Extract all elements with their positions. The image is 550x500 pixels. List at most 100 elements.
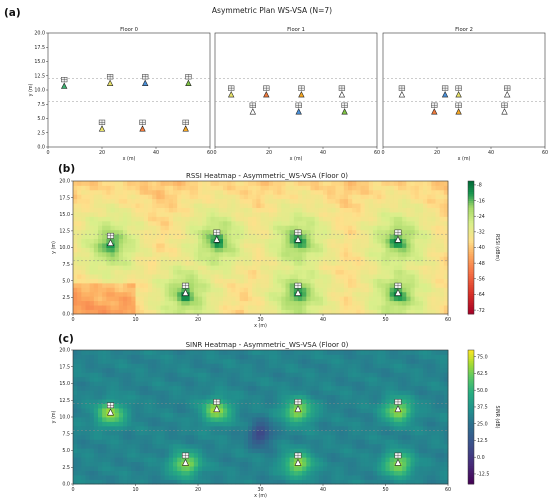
heatmap-cell: [227, 251, 232, 257]
heatmap-cell: [352, 212, 357, 217]
heatmap-cell: [85, 225, 91, 231]
heatmap-cell: [318, 207, 324, 213]
heatmap-cell: [277, 466, 282, 471]
heatmap-cell: [248, 403, 253, 409]
heatmap-cell: [402, 212, 407, 217]
heatmap-cell: [268, 461, 274, 467]
heatmap-cell: [185, 296, 191, 302]
heatmap-cell: [243, 470, 249, 476]
heatmap-cell: [285, 443, 291, 449]
heatmap-cell: [285, 287, 291, 293]
heatmap-cell: [139, 287, 145, 293]
heatmap-cell: [193, 461, 199, 467]
heatmap-cell: [339, 381, 345, 387]
heatmap-cell: [73, 238, 78, 244]
heatmap-cell: [81, 287, 86, 293]
heatmap-cell: [360, 260, 366, 266]
heatmap-cell: [214, 430, 220, 436]
heatmap-cell: [285, 305, 291, 310]
heatmap-cell: [227, 256, 232, 262]
heatmap-cell: [331, 207, 336, 213]
heatmap-cell: [306, 376, 311, 382]
heatmap-cell: [352, 247, 357, 253]
heatmap-cell: [314, 363, 320, 369]
heatmap-cell: [443, 198, 449, 204]
heatmap-cell: [202, 475, 207, 480]
heatmap-cell: [135, 309, 141, 315]
heatmap-cell: [248, 251, 253, 257]
ap-triangle: [139, 125, 146, 132]
heatmap-cell: [139, 358, 145, 364]
heatmap-cell: [414, 225, 420, 231]
colorbar-segment: [468, 220, 474, 224]
heatmap-cell: [143, 278, 149, 284]
heatmap-cell: [223, 479, 228, 485]
heatmap-cell: [185, 394, 191, 400]
heatmap-cell: [339, 350, 345, 355]
heatmap-cell: [143, 417, 149, 422]
heatmap-cell: [202, 278, 207, 284]
heatmap-cell: [443, 247, 449, 253]
heatmap-cell: [164, 367, 170, 373]
heatmap-cell: [102, 181, 107, 186]
heatmap-cell: [135, 296, 141, 302]
heatmap-cell: [264, 189, 270, 195]
heatmap-cell: [235, 207, 241, 213]
heatmap-cell: [73, 381, 78, 387]
heatmap-cell: [164, 203, 170, 208]
heatmap-cell: [85, 194, 91, 200]
heatmap-cell: [439, 203, 445, 208]
heatmap-cell: [310, 408, 316, 413]
heatmap-cell: [173, 434, 178, 440]
heatmap-cell: [77, 278, 82, 284]
heatmap-cell: [327, 189, 332, 195]
heatmap-cell: [223, 350, 228, 355]
heatmap-cell: [73, 470, 78, 476]
heatmap-cell: [431, 212, 436, 217]
heatmap-cell: [202, 194, 207, 200]
heatmap-cell: [331, 394, 336, 400]
heatmap-cell: [77, 385, 82, 391]
heatmap-cell: [93, 296, 99, 302]
heatmap-cell: [360, 189, 366, 195]
heatmap-cell: [102, 269, 107, 275]
heatmap-cell: [152, 300, 157, 306]
heatmap-cell: [314, 282, 320, 288]
heatmap-cell: [123, 367, 128, 373]
heatmap-cell: [348, 243, 353, 248]
heatmap-cell: [231, 207, 236, 213]
heatmap-cell: [277, 216, 282, 222]
heatmap-cell: [202, 282, 207, 288]
y-tick-label: 17.5: [59, 195, 70, 201]
heatmap-cell: [256, 390, 261, 396]
heatmap-cell: [418, 225, 424, 231]
heatmap-cell: [310, 287, 316, 293]
heatmap-cell: [231, 412, 236, 418]
heatmap-cell: [223, 216, 228, 222]
heatmap-cell: [127, 198, 132, 204]
heatmap-cell: [302, 461, 307, 467]
heatmap-cell: [385, 247, 391, 253]
heatmap-cell: [243, 185, 249, 191]
heatmap-cell: [273, 291, 278, 297]
heatmap-cell: [156, 300, 161, 306]
heatmap-cell: [439, 207, 445, 213]
heatmap-cell: [260, 452, 266, 458]
heatmap-cell: [127, 475, 132, 480]
heatmap-cell: [256, 229, 261, 235]
heatmap-cell: [310, 461, 316, 467]
heatmap-cell: [289, 251, 295, 257]
heatmap-cell: [331, 185, 336, 191]
heatmap-cell: [185, 448, 191, 454]
heatmap-cell: [206, 181, 211, 186]
heatmap-cell: [148, 282, 153, 288]
heatmap-cell: [393, 305, 399, 310]
heatmap-cell: [77, 394, 82, 400]
heatmap-cell: [85, 408, 91, 413]
heatmap-cell: [331, 461, 336, 467]
heatmap-cell: [81, 238, 86, 244]
heatmap-cell: [418, 234, 424, 240]
heatmap-cell: [193, 457, 199, 463]
heatmap-cell: [302, 367, 307, 373]
heatmap-cell: [256, 479, 261, 485]
